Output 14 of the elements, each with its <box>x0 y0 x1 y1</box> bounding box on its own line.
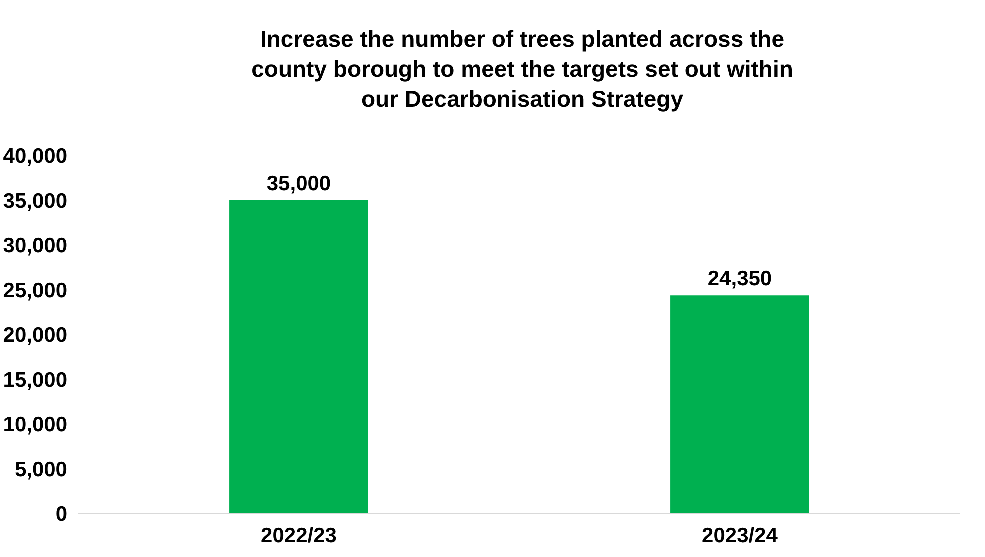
chart-title: Increase the number of trees planted across the county borough to meet the targets set out within our Decarbonisation Strategy <box>252 25 794 114</box>
x-tick-label: 2023/24 <box>702 524 778 548</box>
y-tick-label: 35,000 <box>3 190 68 213</box>
y-tick-label: 40,000 <box>3 145 68 168</box>
y-tick-label: 10,000 <box>3 414 68 436</box>
x-tick-label: 2022/23 <box>261 524 337 548</box>
y-tick-label: 0 <box>56 503 68 526</box>
y-tick-label: 20,000 <box>3 324 68 347</box>
data-label: 35,000 <box>266 172 332 196</box>
y-tick-label: 5,000 <box>14 458 68 482</box>
y-tick-label: 15,000 <box>3 368 68 392</box>
y-tick-label: 30,000 <box>3 234 68 258</box>
data-label: 24,350 <box>708 268 772 291</box>
y-tick-label: 25,000 <box>3 279 68 302</box>
